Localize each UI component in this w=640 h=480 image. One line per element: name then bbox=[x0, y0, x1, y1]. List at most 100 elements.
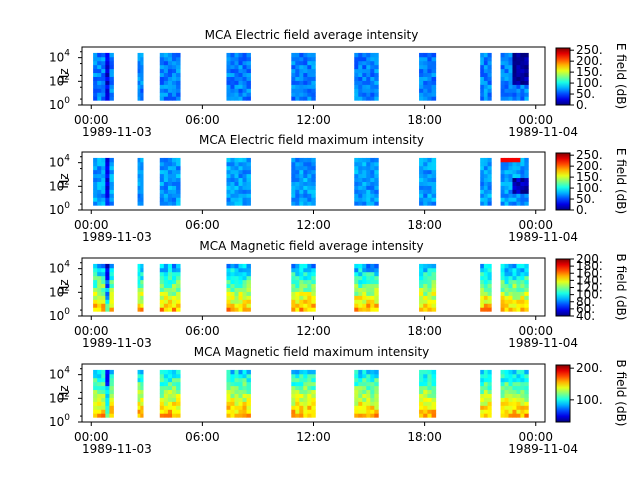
spectrogram-cell bbox=[311, 80, 316, 85]
spectrogram-cell bbox=[427, 389, 432, 394]
spectrogram-cell bbox=[109, 173, 114, 179]
spectrogram-cell bbox=[105, 173, 110, 179]
spectrogram-cell bbox=[246, 283, 251, 288]
spectrogram-cell bbox=[307, 76, 312, 81]
spectrogram-cell bbox=[242, 283, 247, 288]
spectrogram-cell bbox=[307, 369, 312, 375]
spectrogram-cell bbox=[307, 267, 312, 273]
spectrogram-cell bbox=[423, 413, 428, 418]
spectrogram-cell bbox=[172, 299, 177, 304]
spectrogram-cell bbox=[512, 263, 517, 269]
spectrogram-cell bbox=[427, 52, 432, 58]
spectrogram-cell bbox=[176, 291, 181, 296]
spectrogram-cell bbox=[487, 275, 492, 281]
spectrogram-cell bbox=[101, 169, 106, 175]
spectrogram-cell bbox=[291, 60, 296, 66]
spectrogram-cell bbox=[516, 385, 521, 391]
spectrogram-cell bbox=[246, 72, 251, 77]
spectrogram-cell bbox=[370, 60, 375, 66]
colorbar bbox=[555, 258, 571, 317]
spectrogram-cell bbox=[246, 165, 251, 171]
spectrogram-cell bbox=[504, 76, 509, 81]
spectrogram-cell bbox=[500, 385, 505, 391]
spectrogram-cell bbox=[370, 92, 375, 97]
spectrogram-cell bbox=[520, 401, 525, 406]
spectrogram-cell bbox=[370, 295, 375, 300]
spectrogram-cell bbox=[419, 409, 424, 414]
spectrogram-cell bbox=[520, 283, 525, 288]
spectrogram-cell bbox=[524, 157, 529, 163]
spectrogram-cell bbox=[427, 64, 432, 70]
spectrogram-cell bbox=[374, 92, 379, 97]
spectrogram-cell bbox=[480, 76, 485, 81]
spectrogram-cell bbox=[176, 385, 181, 391]
spectrogram-cell bbox=[354, 287, 359, 292]
spectrogram-cell bbox=[524, 84, 529, 89]
spectrogram-cell bbox=[140, 279, 144, 285]
spectrogram-cell bbox=[311, 189, 316, 194]
spectrogram-cell bbox=[93, 287, 98, 292]
spectrogram-cell bbox=[480, 267, 485, 273]
spectrogram-cell bbox=[291, 381, 296, 387]
spectrogram-cell bbox=[242, 80, 247, 85]
spectrogram-cell bbox=[358, 397, 363, 402]
spectrogram-cell bbox=[167, 381, 173, 387]
spectrogram-cell bbox=[291, 165, 296, 171]
spectrogram-cell bbox=[307, 401, 312, 406]
spectrogram-cell bbox=[354, 401, 359, 406]
spectrogram-cell bbox=[366, 181, 371, 186]
x-tick-label: 06:00 bbox=[185, 430, 220, 444]
spectrogram-cell bbox=[137, 385, 141, 391]
spectrogram-cell bbox=[93, 64, 98, 70]
spectrogram-cell bbox=[358, 307, 363, 312]
spectrogram-cell bbox=[295, 389, 300, 394]
spectrogram-cell bbox=[303, 177, 308, 182]
spectrogram-cell bbox=[423, 52, 428, 58]
spectrogram-cell bbox=[370, 307, 375, 312]
spectrogram-cell bbox=[295, 409, 300, 414]
spectrogram-cell bbox=[362, 299, 367, 304]
spectrogram-cell bbox=[246, 68, 251, 74]
spectrogram-cell bbox=[163, 271, 169, 277]
spectrogram-cell bbox=[427, 92, 432, 97]
spectrogram-cell bbox=[480, 189, 485, 194]
spectrogram-cell bbox=[370, 369, 375, 375]
spectrogram-cell bbox=[370, 201, 375, 206]
spectrogram-cell bbox=[508, 385, 513, 391]
spectrogram-cell bbox=[520, 96, 525, 101]
spectrogram-cell bbox=[504, 96, 509, 101]
spectrogram-cell bbox=[483, 169, 488, 175]
spectrogram-cell bbox=[431, 96, 437, 101]
spectrogram-cell bbox=[512, 381, 517, 387]
spectrogram-cell bbox=[291, 291, 296, 296]
spectrogram-cell bbox=[109, 181, 114, 186]
spectrogram-cell bbox=[354, 197, 359, 202]
spectrogram-cell bbox=[242, 405, 247, 410]
spectrogram-cell bbox=[246, 60, 251, 66]
spectrogram-cell bbox=[307, 181, 312, 186]
spectrogram-cell bbox=[500, 389, 505, 394]
spectrogram-cell bbox=[238, 64, 243, 70]
spectrogram-cell bbox=[366, 291, 371, 296]
spectrogram-cell bbox=[105, 287, 110, 292]
spectrogram-cell bbox=[246, 157, 251, 163]
spectrogram-cell bbox=[307, 291, 312, 296]
spectrogram-cell bbox=[109, 193, 114, 198]
spectrogram-cell bbox=[431, 64, 437, 70]
spectrogram-cell bbox=[483, 275, 488, 281]
spectrogram-cell bbox=[419, 72, 424, 77]
colorbar-label: B field (dB) bbox=[614, 254, 628, 321]
spectrogram-cell bbox=[487, 84, 492, 89]
spectrogram-cell bbox=[307, 84, 312, 89]
spectrogram-cell bbox=[524, 275, 529, 281]
spectrogram-cell bbox=[419, 397, 424, 402]
spectrogram-cell bbox=[524, 64, 529, 70]
spectrogram-cell bbox=[480, 68, 485, 74]
spectrogram-cell bbox=[487, 201, 492, 206]
spectrogram-cell bbox=[303, 401, 308, 406]
x-tick-label: 12:00 bbox=[296, 324, 331, 338]
spectrogram-cell bbox=[167, 169, 173, 175]
spectrogram-cell bbox=[508, 381, 513, 387]
spectrogram-cell bbox=[230, 385, 235, 391]
spectrogram-cell bbox=[431, 68, 437, 74]
